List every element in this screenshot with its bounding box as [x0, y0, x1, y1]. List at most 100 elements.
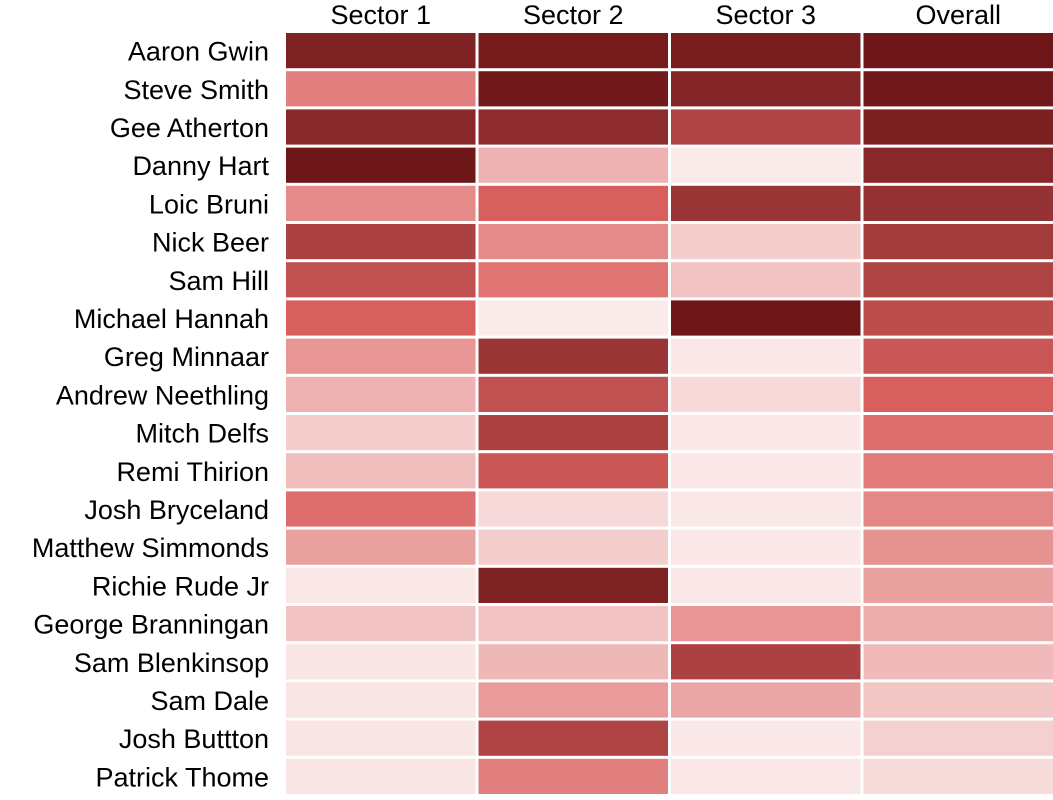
heatmap-cell-sam-hill-sector-2: [478, 262, 668, 298]
heatmap-cell-patrick-thome-overall: [863, 758, 1053, 794]
row-label-danny-hart: Danny Hart: [132, 151, 269, 181]
heatmap-cell-andrew-neethling-sector-3: [671, 376, 861, 412]
heatmap-cell-nick-beer-overall: [863, 224, 1053, 260]
heatmap-cell-remi-thirion-sector-3: [671, 453, 861, 489]
heatmap-cell-sam-hill-sector-3: [671, 262, 861, 298]
heatmap-cell-michael-hannah-sector-3: [671, 300, 861, 336]
row-label-richie-rude-jr: Richie Rude Jr: [92, 571, 269, 601]
heatmap-cell-gee-atherton-sector-1: [286, 109, 476, 145]
heatmap-cell-andrew-neethling-overall: [863, 376, 1053, 412]
heatmap-cell-matthew-simmonds-overall: [863, 529, 1053, 565]
heatmap-cell-gee-atherton-sector-3: [671, 109, 861, 145]
heatmap-cell-danny-hart-sector-3: [671, 147, 861, 183]
row-label-remi-thirion: Remi Thirion: [116, 457, 269, 487]
heatmap-cell-gee-atherton-overall: [863, 109, 1053, 145]
heatmap-cell-sam-dale-sector-1: [286, 682, 476, 718]
heatmap-cell-michael-hannah-sector-1: [286, 300, 476, 336]
heatmap-cell-patrick-thome-sector-3: [671, 758, 861, 794]
heatmap-cell-patrick-thome-sector-2: [478, 758, 668, 794]
heatmap-cell-loic-bruni-overall: [863, 185, 1053, 221]
heatmap-cell-michael-hannah-sector-2: [478, 300, 668, 336]
heatmap-cell-mitch-delfs-sector-1: [286, 415, 476, 451]
heatmap-cell-josh-bryceland-sector-3: [671, 491, 861, 527]
heatmap-cell-josh-bryceland-sector-1: [286, 491, 476, 527]
row-label-patrick-thome: Patrick Thome: [95, 762, 269, 792]
row-label-mitch-delfs: Mitch Delfs: [135, 419, 269, 449]
heatmap-cell-sam-hill-overall: [863, 262, 1053, 298]
heatmap-cell-andrew-neethling-sector-1: [286, 376, 476, 412]
heatmap-cell-josh-bryceland-sector-2: [478, 491, 668, 527]
heatmap-cell-matthew-simmonds-sector-3: [671, 529, 861, 565]
heatmap-cell-sam-blenkinsop-overall: [863, 644, 1053, 680]
heatmap-cell-george-branningan-sector-1: [286, 606, 476, 642]
heatmap-cell-michael-hannah-overall: [863, 300, 1053, 336]
heatmap-cell-sam-dale-overall: [863, 682, 1053, 718]
heatmap-cell-aaron-gwin-overall: [863, 33, 1053, 69]
row-label-sam-blenkinsop: Sam Blenkinsop: [74, 648, 269, 678]
column-header-sector-1: Sector 1: [330, 0, 431, 30]
row-label-aaron-gwin: Aaron Gwin: [128, 37, 269, 67]
heatmap-cell-steve-smith-sector-2: [478, 71, 668, 107]
row-label-loic-bruni: Loic Bruni: [149, 189, 269, 219]
heatmap-cell-loic-bruni-sector-3: [671, 185, 861, 221]
heatmap-cell-mitch-delfs-overall: [863, 415, 1053, 451]
row-label-nick-beer: Nick Beer: [152, 228, 269, 258]
column-headers: Sector 1 Sector 2 Sector 3 Overall: [330, 0, 1001, 30]
heatmap-cell-greg-minnaar-sector-3: [671, 338, 861, 374]
row-label-sam-hill: Sam Hill: [168, 266, 269, 296]
heatmap-cell-richie-rude-jr-sector-1: [286, 567, 476, 603]
heatmap-cell-aaron-gwin-sector-3: [671, 33, 861, 69]
heatmap-cell-sam-blenkinsop-sector-3: [671, 644, 861, 680]
heatmap-cell-mitch-delfs-sector-2: [478, 415, 668, 451]
heatmap-cell-josh-buttton-sector-1: [286, 720, 476, 756]
heatmap-cell-josh-buttton-sector-3: [671, 720, 861, 756]
heatmap-cell-matthew-simmonds-sector-1: [286, 529, 476, 565]
heatmap-cell-nick-beer-sector-1: [286, 224, 476, 260]
heatmap-cell-sam-blenkinsop-sector-2: [478, 644, 668, 680]
heatmap-cell-danny-hart-sector-2: [478, 147, 668, 183]
row-label-gee-atherton: Gee Atherton: [110, 113, 269, 143]
heatmap-cell-mitch-delfs-sector-3: [671, 415, 861, 451]
row-label-steve-smith: Steve Smith: [123, 75, 269, 105]
heatmap-cell-remi-thirion-sector-2: [478, 453, 668, 489]
heatmap-cell-nick-beer-sector-3: [671, 224, 861, 260]
heatmap-cell-remi-thirion-overall: [863, 453, 1053, 489]
row-label-sam-dale: Sam Dale: [150, 686, 269, 716]
heatmap-cell-josh-bryceland-overall: [863, 491, 1053, 527]
row-label-josh-bryceland: Josh Bryceland: [84, 495, 269, 525]
heatmap-cells: [286, 33, 1053, 794]
heatmap-cell-loic-bruni-sector-2: [478, 185, 668, 221]
heatmap-cell-greg-minnaar-sector-2: [478, 338, 668, 374]
heatmap-cell-steve-smith-sector-1: [286, 71, 476, 107]
heatmap-cell-richie-rude-jr-overall: [863, 567, 1053, 603]
row-labels: Aaron Gwin Steve Smith Gee Atherton Danny H…: [32, 37, 270, 793]
row-label-greg-minnaar: Greg Minnaar: [104, 342, 269, 372]
heatmap-cell-george-branningan-overall: [863, 606, 1053, 642]
row-label-andrew-neethling: Andrew Neethling: [56, 380, 269, 410]
column-header-overall: Overall: [915, 0, 1001, 30]
heatmap-cell-josh-buttton-sector-2: [478, 720, 668, 756]
heatmap-cell-sam-dale-sector-3: [671, 682, 861, 718]
heatmap-cell-greg-minnaar-sector-1: [286, 338, 476, 374]
heatmap-cell-greg-minnaar-overall: [863, 338, 1053, 374]
heatmap-cell-sam-hill-sector-1: [286, 262, 476, 298]
heatmap-cell-steve-smith-sector-3: [671, 71, 861, 107]
heatmap-cell-loic-bruni-sector-1: [286, 185, 476, 221]
heatmap-cell-sam-blenkinsop-sector-1: [286, 644, 476, 680]
heatmap-cell-sam-dale-sector-2: [478, 682, 668, 718]
row-label-george-branningan: George Branningan: [33, 610, 269, 640]
column-header-sector-3: Sector 3: [715, 0, 816, 30]
heatmap-cell-andrew-neethling-sector-2: [478, 376, 668, 412]
heatmap-cell-richie-rude-jr-sector-2: [478, 567, 668, 603]
heatmap-cell-george-branningan-sector-3: [671, 606, 861, 642]
heatmap-cell-danny-hart-sector-1: [286, 147, 476, 183]
heatmap-cell-remi-thirion-sector-1: [286, 453, 476, 489]
column-header-sector-2: Sector 2: [523, 0, 624, 30]
heatmap-cell-danny-hart-overall: [863, 147, 1053, 183]
heatmap-cell-george-branningan-sector-2: [478, 606, 668, 642]
heatmap-cell-matthew-simmonds-sector-2: [478, 529, 668, 565]
heatmap-cell-nick-beer-sector-2: [478, 224, 668, 260]
heatmap-cell-patrick-thome-sector-1: [286, 758, 476, 794]
row-label-michael-hannah: Michael Hannah: [74, 304, 269, 334]
